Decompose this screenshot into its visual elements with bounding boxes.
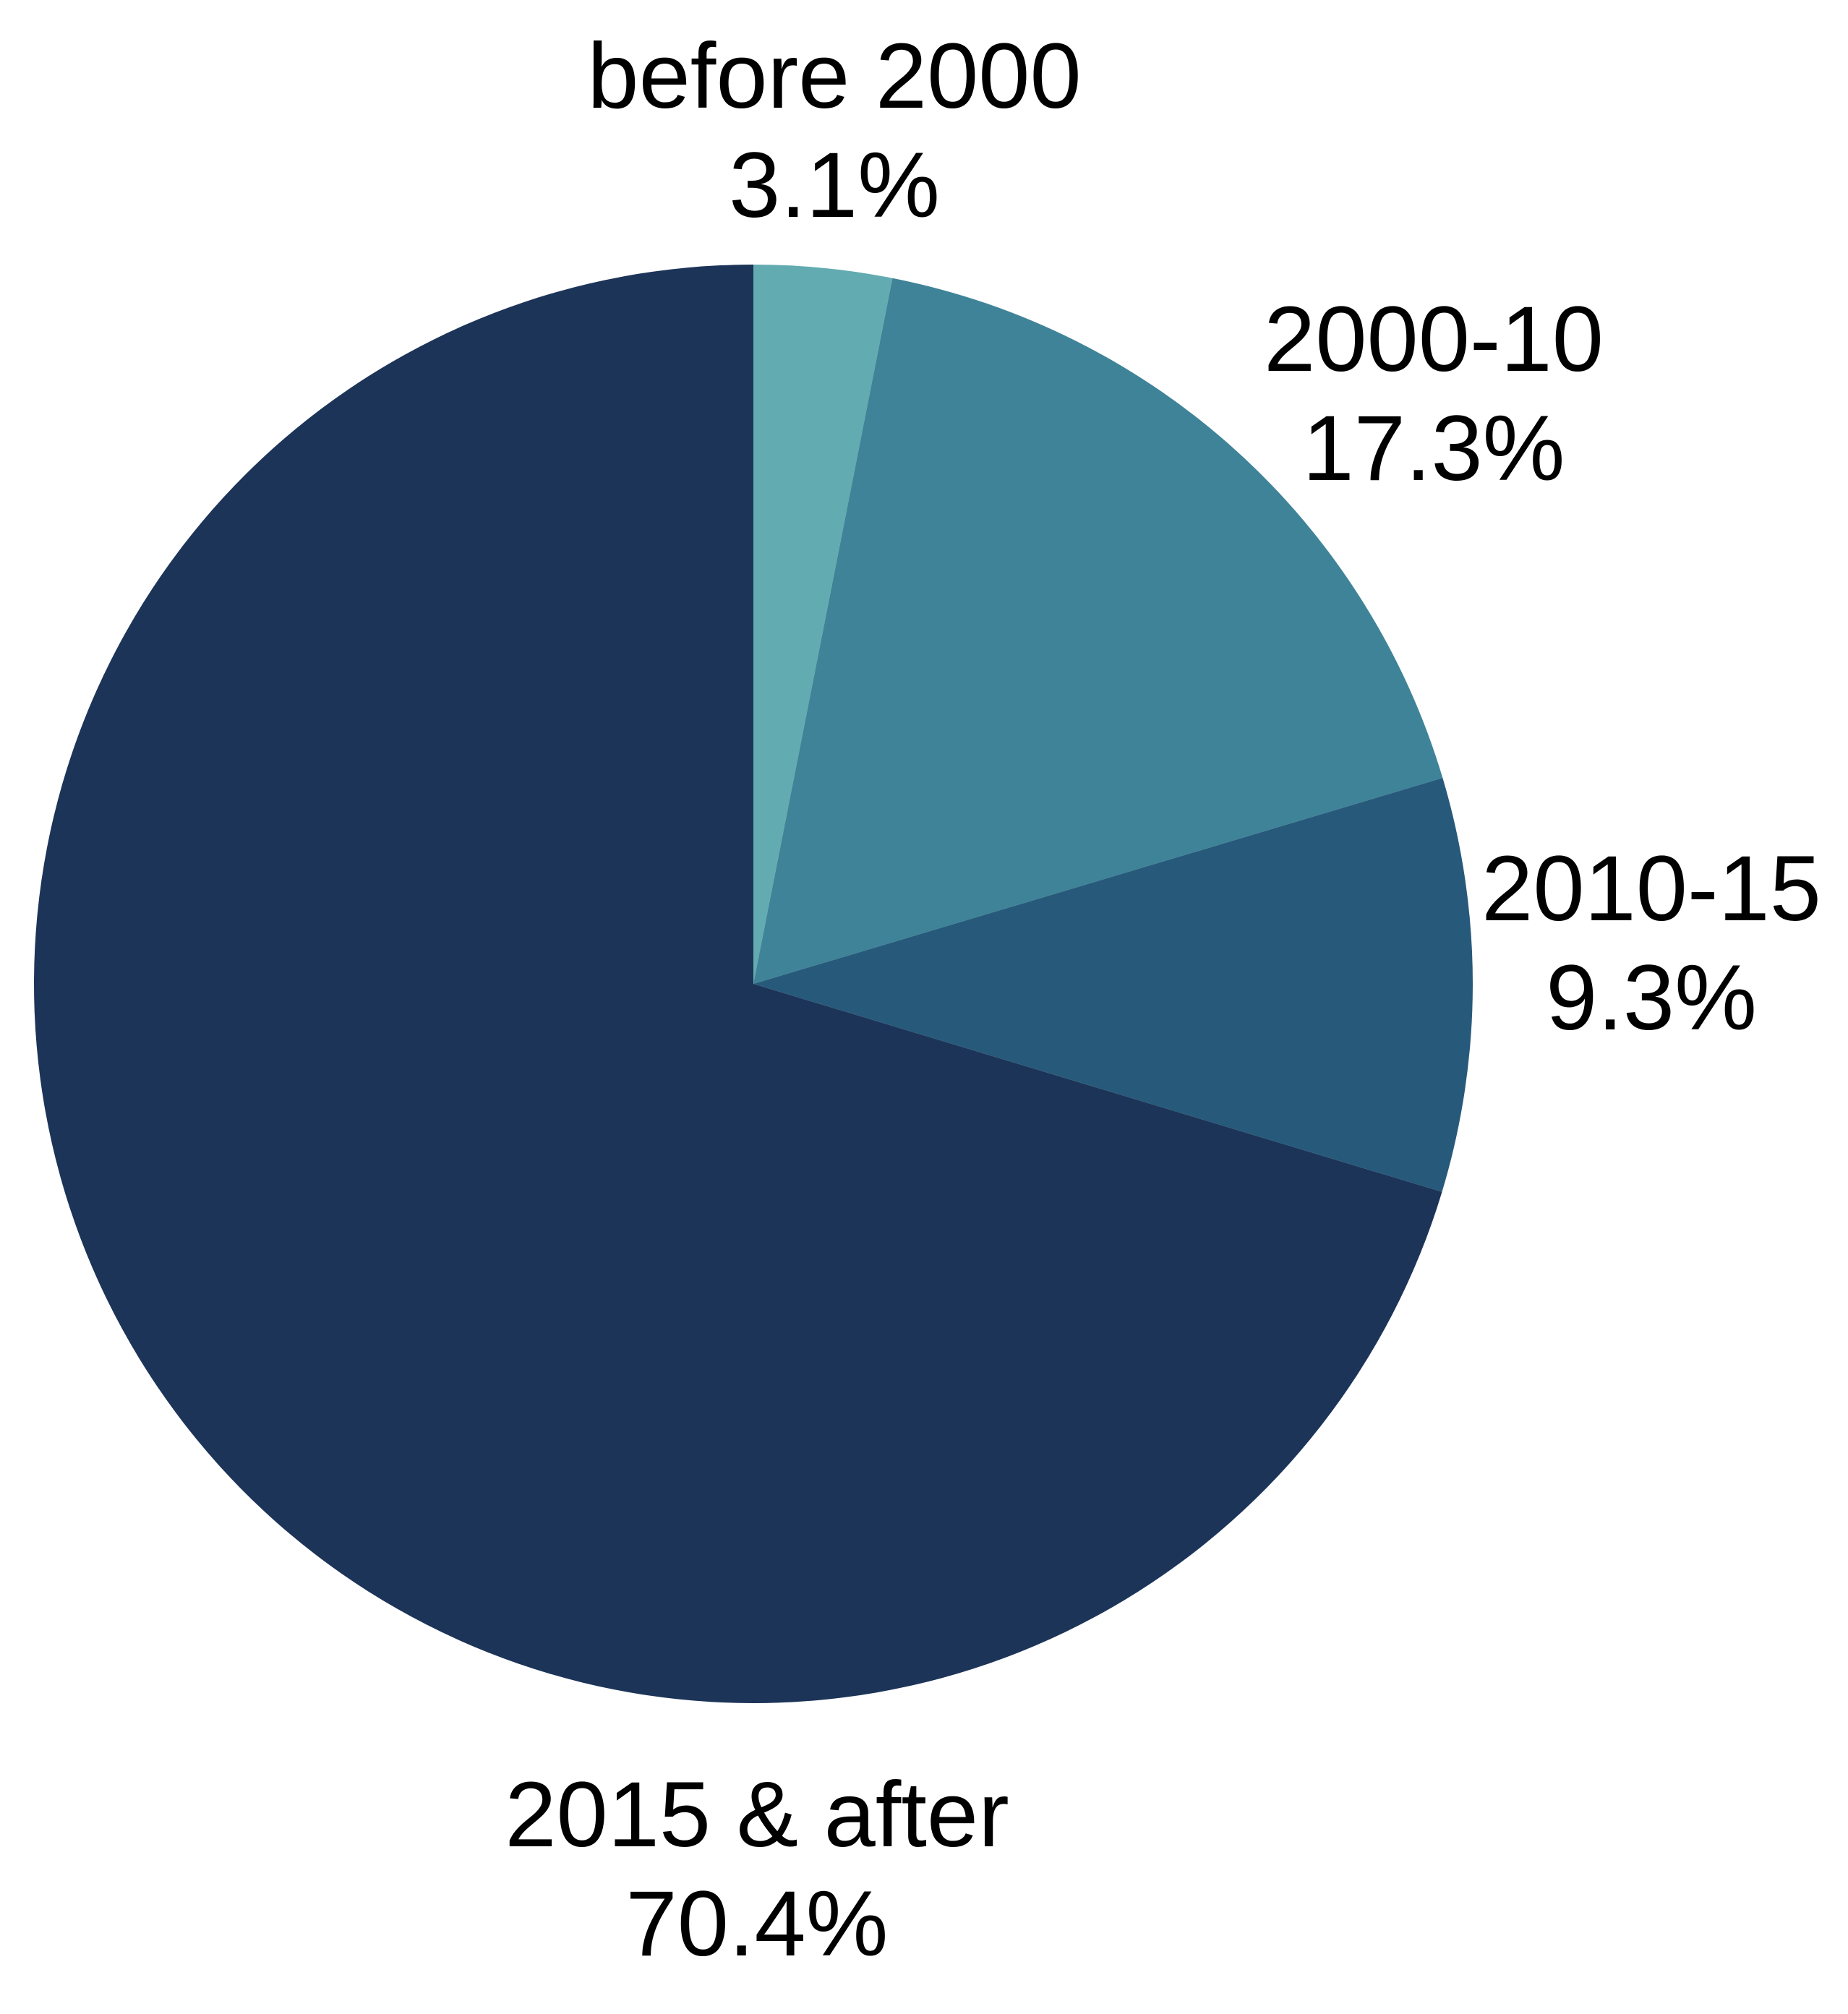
slice-label: before 2000 [587,25,1081,128]
pie-slice [33,265,1442,1704]
slice-value-label: 70.4% [626,1872,889,1976]
slice-label: 2015 & after [505,1763,1009,1867]
pie-slice [753,278,1443,984]
pie-slice [753,265,893,984]
slice-value-label: 17.3% [1303,397,1565,500]
slice-label: 2010-15 [1481,837,1821,940]
slice-label: 2000-10 [1264,288,1604,391]
slice-value-label: 9.3% [1546,946,1757,1050]
pie-slice [753,778,1473,1192]
slice-value-label: 3.1% [729,134,940,237]
